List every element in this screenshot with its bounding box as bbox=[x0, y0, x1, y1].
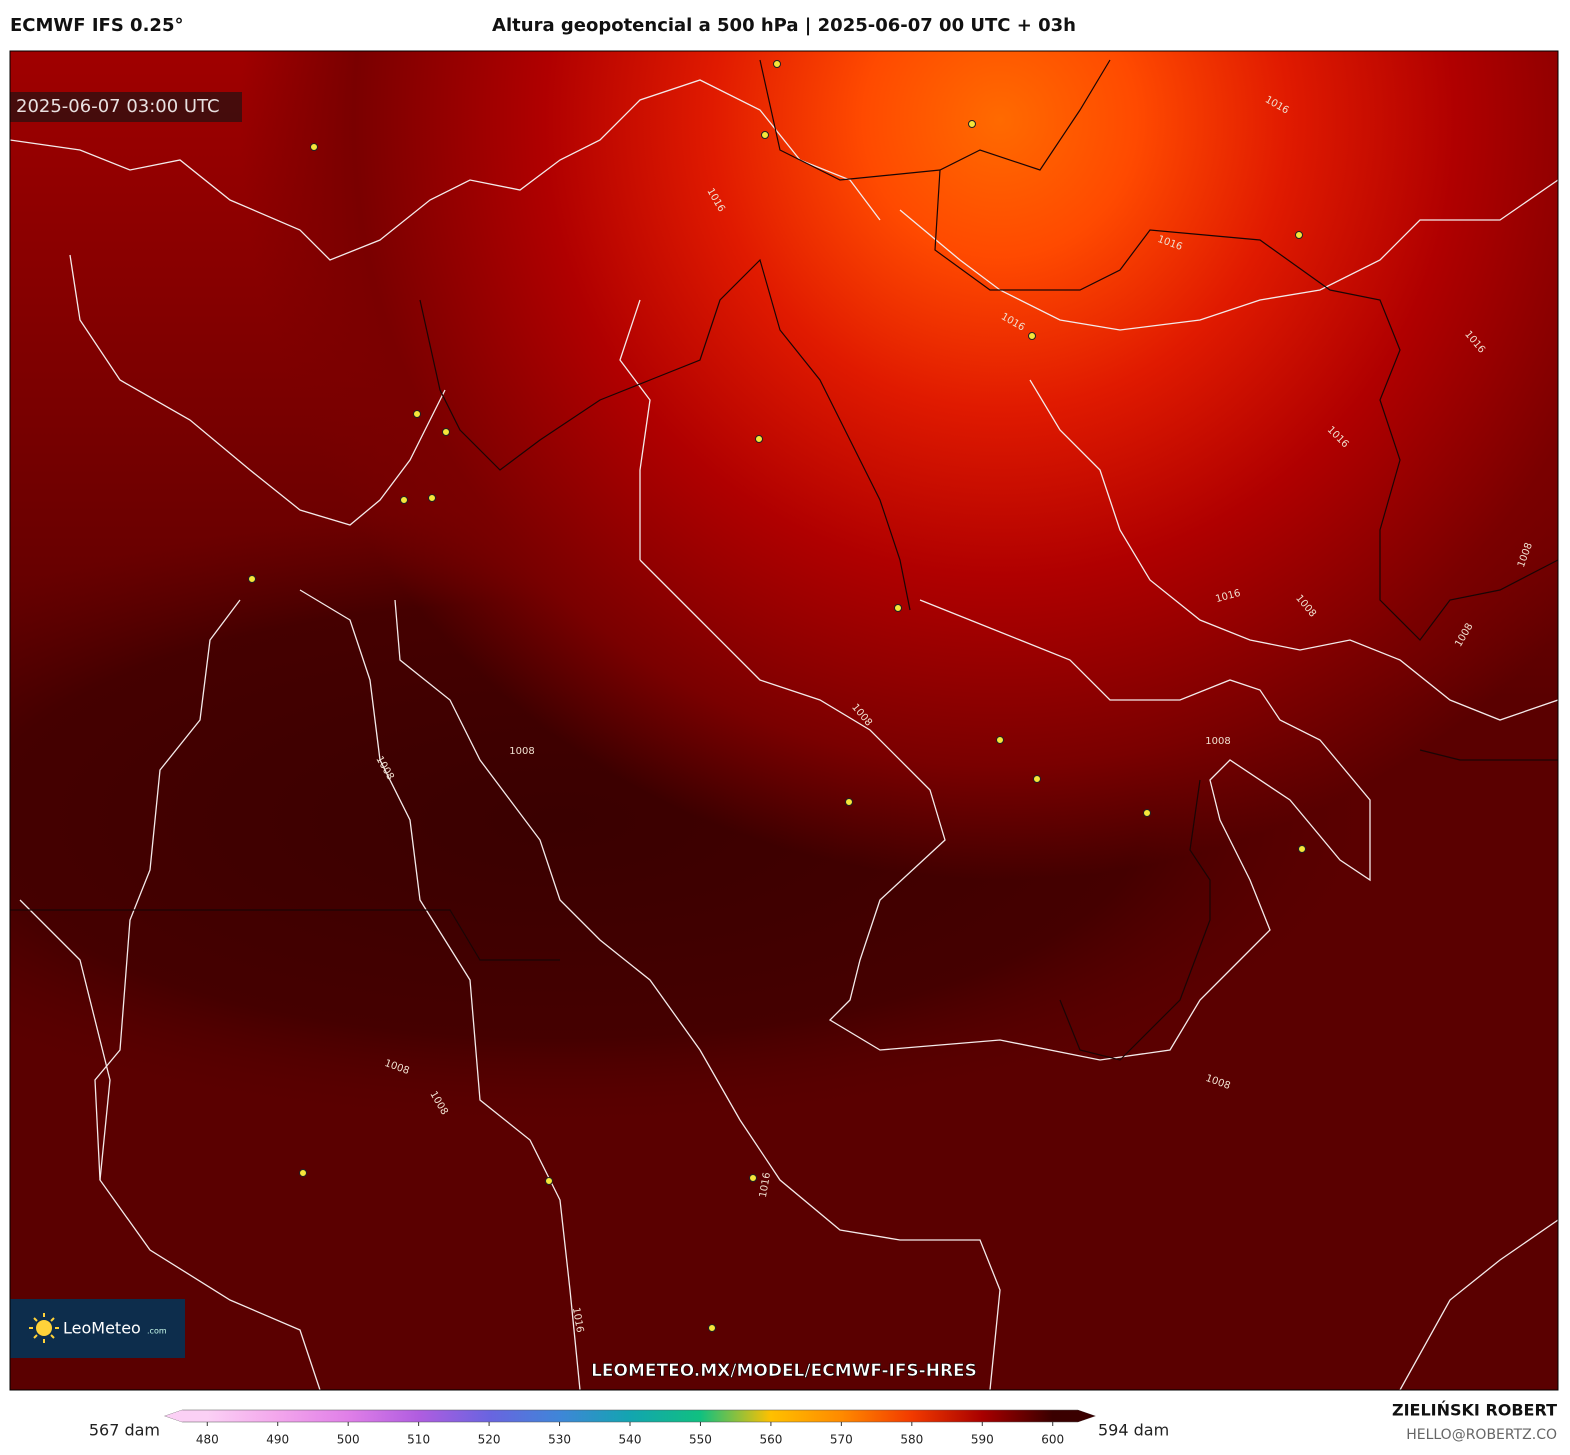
timestamp: 2025-06-07 03:00 UTC bbox=[16, 96, 220, 117]
city-marker bbox=[1295, 231, 1303, 239]
colorbar-tick-label: 580 bbox=[900, 1433, 923, 1447]
colorbar-max: 594 dam bbox=[1098, 1421, 1169, 1440]
colorbar-tick-label: 490 bbox=[266, 1433, 289, 1447]
city-marker bbox=[413, 410, 421, 418]
colorbar-tick-label: 600 bbox=[1041, 1433, 1064, 1447]
city-marker bbox=[299, 1169, 307, 1177]
model-name: ECMWF IFS 0.25° bbox=[10, 15, 183, 36]
contour-label: 1008 bbox=[1205, 736, 1230, 747]
contour-label: 1008 bbox=[509, 746, 534, 757]
colorbar-tick-label: 530 bbox=[548, 1433, 571, 1447]
colorbar-tick-label: 480 bbox=[196, 1433, 219, 1447]
colorbar-tick-label: 550 bbox=[689, 1433, 712, 1447]
colorbar-cap-left bbox=[165, 1410, 183, 1422]
colorbar-cap-right bbox=[1077, 1410, 1095, 1422]
colorbar-tick-label: 500 bbox=[337, 1433, 360, 1447]
city-marker bbox=[400, 496, 408, 504]
map-title: Altura geopotencial a 500 hPa | 2025-06-… bbox=[492, 15, 1076, 36]
city-marker bbox=[1028, 332, 1036, 340]
city-marker bbox=[755, 435, 763, 443]
watermark: LEOMETEO.MX/MODEL/ECMWF-IFS-HRES bbox=[591, 1361, 977, 1381]
colorbar-tick-label: 510 bbox=[407, 1433, 430, 1447]
colorbar-bar bbox=[164, 1409, 1096, 1423]
city-marker bbox=[442, 428, 450, 436]
colorbar-tick-label: 590 bbox=[971, 1433, 994, 1447]
city-marker bbox=[708, 1324, 716, 1332]
timestamp-box bbox=[10, 92, 242, 122]
city-marker bbox=[1298, 845, 1306, 853]
city-marker bbox=[845, 798, 853, 806]
map-frame bbox=[9, 50, 1559, 1391]
city-marker bbox=[996, 736, 1004, 744]
colorbar-tick-label: 560 bbox=[759, 1433, 782, 1447]
city-marker bbox=[894, 604, 902, 612]
city-marker bbox=[545, 1177, 553, 1185]
author: ZIELIŃSKI ROBERT bbox=[1392, 1401, 1557, 1420]
logo-name: LeoMeteo bbox=[63, 1319, 141, 1338]
logo-sun bbox=[29, 1313, 59, 1343]
city-marker bbox=[773, 60, 781, 68]
colorbar-min: 567 dam bbox=[89, 1421, 160, 1440]
city-marker bbox=[428, 494, 436, 502]
city-marker bbox=[310, 143, 318, 151]
map bbox=[10, 51, 1558, 1390]
cities bbox=[248, 60, 1306, 1332]
city-marker bbox=[1033, 775, 1041, 783]
colorbar: 480 490 500 510 520 530 540 550 560 570 580 590 600 bbox=[164, 1409, 1096, 1447]
colorbar-tick-label: 520 bbox=[478, 1433, 501, 1447]
logo-suffix: .com bbox=[147, 1327, 167, 1336]
city-marker bbox=[761, 131, 769, 139]
email: HELLO@ROBERTZ.CO bbox=[1406, 1427, 1557, 1443]
contour-label: 1016 bbox=[758, 1172, 773, 1199]
city-marker bbox=[1143, 809, 1151, 817]
contour-label: 1016 bbox=[570, 1307, 585, 1334]
city-marker bbox=[749, 1174, 757, 1182]
city-marker bbox=[248, 575, 256, 583]
colorbar-tick-label: 570 bbox=[830, 1433, 853, 1447]
colorbar-tick-label: 540 bbox=[619, 1433, 642, 1447]
city-marker bbox=[968, 120, 976, 128]
